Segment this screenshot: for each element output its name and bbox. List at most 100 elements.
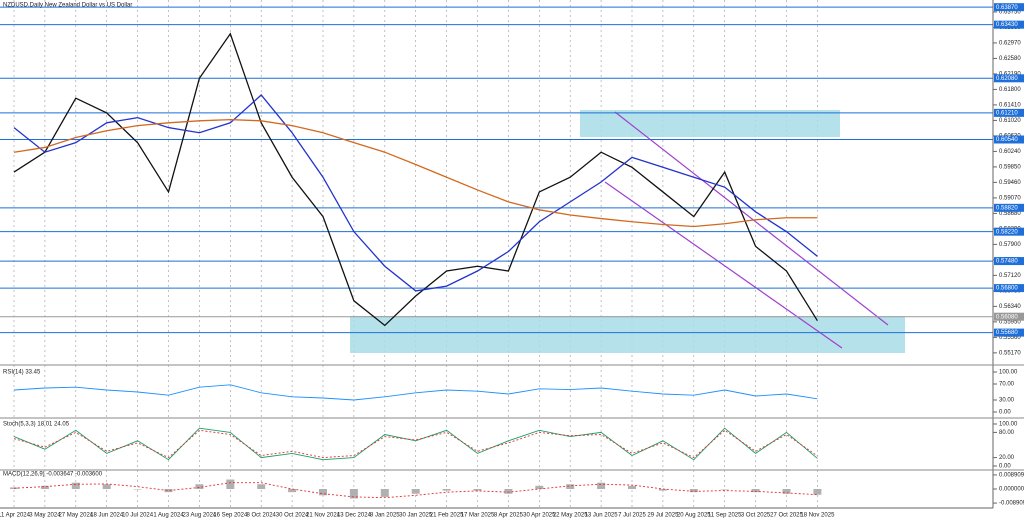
level-label: 0.58820 (996, 205, 1018, 211)
bar (288, 489, 297, 493)
level-label: 0.55680 (996, 330, 1018, 336)
level-tag (994, 257, 1024, 266)
x-tick-label: 18 Jun 2024 (90, 513, 124, 519)
level-tag (994, 20, 1024, 29)
series-line (13, 384, 818, 401)
x-tick-label: 3 May 2024 (29, 513, 61, 519)
level-label: 0.58220 (996, 229, 1018, 235)
level-label: 0.62080 (996, 76, 1018, 82)
panel-title: Stoch(5,3,3) 18.01 24.05 (3, 422, 70, 428)
y-tick-label: 0.61410 (999, 103, 1021, 109)
x-tick-label: 11 Sep 2025 (708, 513, 742, 519)
bar (380, 489, 389, 497)
bar (473, 489, 482, 491)
x-tick-label: 30 Oct 2024 (276, 513, 309, 519)
bar (628, 485, 636, 489)
series-line (13, 427, 818, 461)
level-label: 0.60540 (996, 137, 1018, 143)
y-tick-label: 80.00 (999, 430, 1015, 436)
drawings (350, 110, 905, 353)
bar (349, 489, 358, 499)
y-tick-label: 20.00 (999, 455, 1015, 461)
y-tick-label: 0.59460 (999, 180, 1021, 186)
level-tag (994, 3, 1024, 12)
bar (566, 484, 575, 489)
y-tick-label: 0.55170 (999, 350, 1021, 356)
level-tag (994, 312, 1024, 321)
bar (195, 484, 204, 489)
level-label: 0.63430 (996, 22, 1018, 28)
x-tick-label: 27 May 2024 (58, 513, 93, 519)
x-tick-label: 27 Oct 2025 (770, 513, 803, 519)
level-label: 0.63870 (996, 5, 1018, 11)
y-tick-label: 0.57900 (999, 242, 1021, 248)
bar (535, 485, 544, 489)
y-tick-label: 0.58680 (999, 211, 1021, 217)
zone-box (580, 110, 840, 137)
level-label: 0.56080 (996, 314, 1018, 320)
level-tag (994, 135, 1024, 144)
x-tick-label: 13 Dec 2024 (337, 513, 372, 519)
x-tick-label: 20 Aug 2025 (677, 513, 711, 519)
level-tag (994, 74, 1024, 83)
bar (442, 489, 451, 491)
x-tick-label: 23 Aug 2024 (183, 513, 217, 519)
level-tag (994, 227, 1024, 236)
x-tick-label: 10 Jul 2024 (122, 513, 154, 519)
y-tick-label: 0.56340 (999, 304, 1021, 310)
level-label: 0.57480 (996, 259, 1018, 265)
bar (102, 484, 111, 489)
x-tick-label: 17 Mar 2025 (461, 513, 495, 519)
y-tick-label: 70.00 (999, 382, 1015, 388)
y-tick-label: 0.63750 (999, 10, 1021, 16)
x-tick-label: 22 May 2025 (553, 513, 588, 519)
bar (751, 489, 760, 493)
channel-line (604, 181, 843, 349)
x-tick-label: 7 Jul 2025 (618, 513, 646, 519)
level-tag (994, 108, 1024, 117)
y-tick-label: 0.00 (999, 410, 1011, 416)
series-line (13, 429, 818, 459)
x-tick-label: 11 Apr 2024 (0, 513, 31, 519)
x-tick-label: 21 Feb 2025 (430, 513, 464, 519)
x-tick-label: 8 Apr 2025 (494, 513, 524, 519)
bar (689, 489, 698, 493)
level-label: 0.56800 (996, 286, 1018, 292)
bar (319, 489, 327, 496)
y-tick-label: 0.57120 (999, 273, 1021, 279)
bar (720, 489, 729, 490)
x-tick-label: 8 Oct 2024 (247, 513, 277, 519)
y-tick-label: 0.000000 (999, 487, 1024, 493)
bar (597, 482, 606, 489)
x-tick-label: 8 Jan 2025 (370, 513, 400, 519)
y-tick-label: 100.00 (999, 370, 1018, 376)
zone-box (350, 316, 905, 353)
y-tick-label: 0.61020 (999, 118, 1021, 124)
x-tick-label: 30 Jan 2025 (399, 513, 433, 519)
x-tick-label: 18 Nov 2025 (800, 513, 835, 519)
panel-title: NZDUSD,Daily New Zealand Dollar vs US Do… (3, 3, 132, 9)
x-tick-label: 30 Apr 2025 (523, 513, 556, 519)
x-tick-label: 16 Sep 2024 (213, 513, 248, 519)
level-tag (994, 284, 1024, 293)
x-tick-label: 21 Nov 2024 (306, 513, 341, 519)
panel-title: MACD(12,26,9) -0.003647 -0.003600 (3, 472, 103, 478)
bar (813, 489, 822, 495)
y-tick-label: 0.60240 (999, 149, 1021, 155)
y-tick-label: 0.62580 (999, 56, 1021, 62)
level-tag (994, 203, 1024, 212)
bar (133, 489, 142, 490)
series-line (13, 94, 818, 292)
bar (226, 479, 235, 489)
y-tick-label: 0.008909 (999, 473, 1024, 479)
bar (411, 489, 420, 494)
bar (782, 489, 791, 494)
y-tick-label: 0.55560 (999, 335, 1021, 341)
x-tick-label: 29 Jul 2025 (647, 513, 679, 519)
y-tick-label: 0.62970 (999, 41, 1021, 47)
y-tick-label: 0.59070 (999, 195, 1021, 201)
channel-line (614, 111, 889, 326)
y-tick-label: -0.008909 (999, 501, 1024, 507)
bar (164, 489, 173, 493)
